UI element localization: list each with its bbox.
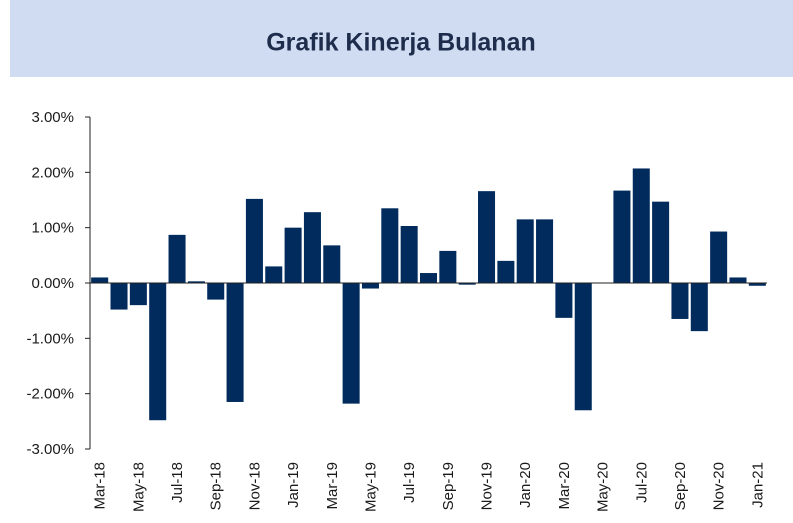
bar bbox=[168, 234, 186, 283]
bar bbox=[226, 283, 244, 402]
x-tick-label: Nov-18 bbox=[246, 462, 263, 510]
bar bbox=[361, 283, 379, 289]
x-tick-label: Jan-21 bbox=[749, 462, 766, 508]
x-tick-label: Jul-18 bbox=[169, 462, 186, 503]
bar bbox=[613, 190, 631, 283]
y-tick-label: -2.00% bbox=[26, 386, 74, 403]
bar bbox=[690, 283, 708, 332]
x-tick-label: Jan-20 bbox=[517, 462, 534, 508]
bar bbox=[149, 283, 167, 421]
bar bbox=[748, 283, 766, 286]
y-tick-label: 3.00% bbox=[31, 109, 74, 126]
bar bbox=[419, 273, 438, 283]
x-tick-label: May-20 bbox=[595, 462, 612, 512]
bar bbox=[265, 266, 283, 283]
bar bbox=[284, 227, 302, 283]
bar bbox=[245, 198, 263, 283]
y-tick-label: 0.00% bbox=[31, 275, 74, 292]
bar bbox=[710, 231, 728, 283]
x-tick-label: Mar-19 bbox=[324, 462, 341, 510]
y-tick-label: -3.00% bbox=[26, 441, 74, 458]
chart-title: Grafik Kinerja Bulanan bbox=[266, 29, 536, 57]
bar bbox=[516, 219, 534, 283]
y-tick-label: 2.00% bbox=[31, 164, 74, 181]
y-tick-label: -1.00% bbox=[26, 330, 74, 347]
x-tick-label: Sep-20 bbox=[672, 462, 689, 510]
x-tick-label: Jul-20 bbox=[633, 462, 650, 503]
x-tick-label: Sep-19 bbox=[440, 462, 457, 510]
bar bbox=[400, 226, 418, 283]
bar bbox=[497, 260, 515, 283]
x-tick-label: May-18 bbox=[130, 462, 147, 512]
bar bbox=[671, 283, 689, 319]
bar bbox=[207, 283, 225, 300]
bar bbox=[91, 277, 109, 283]
bar bbox=[381, 208, 399, 283]
bar bbox=[323, 245, 341, 283]
x-tick-label: Jul-19 bbox=[401, 462, 418, 503]
x-tick-label: Nov-19 bbox=[479, 462, 496, 510]
bar bbox=[574, 283, 592, 411]
bar bbox=[342, 283, 360, 404]
header-band bbox=[10, 0, 793, 77]
bar bbox=[555, 283, 573, 318]
bar bbox=[458, 283, 476, 285]
bar bbox=[439, 250, 457, 283]
bar bbox=[632, 168, 650, 283]
bar bbox=[652, 201, 670, 283]
bar bbox=[110, 283, 128, 310]
x-tick-label: Sep-18 bbox=[208, 462, 225, 510]
bar bbox=[536, 219, 554, 283]
bar bbox=[729, 277, 747, 283]
x-tick-label: Nov-20 bbox=[711, 462, 728, 510]
x-tick-label: Mar-18 bbox=[92, 462, 109, 510]
bar bbox=[478, 191, 496, 283]
bar bbox=[187, 281, 205, 283]
y-tick-label: 1.00% bbox=[31, 220, 74, 237]
x-tick-label: May-19 bbox=[362, 462, 379, 512]
x-tick-label: Mar-20 bbox=[556, 462, 573, 510]
bar bbox=[129, 283, 147, 306]
bar bbox=[303, 212, 321, 283]
x-tick-label: Jan-19 bbox=[285, 462, 302, 508]
